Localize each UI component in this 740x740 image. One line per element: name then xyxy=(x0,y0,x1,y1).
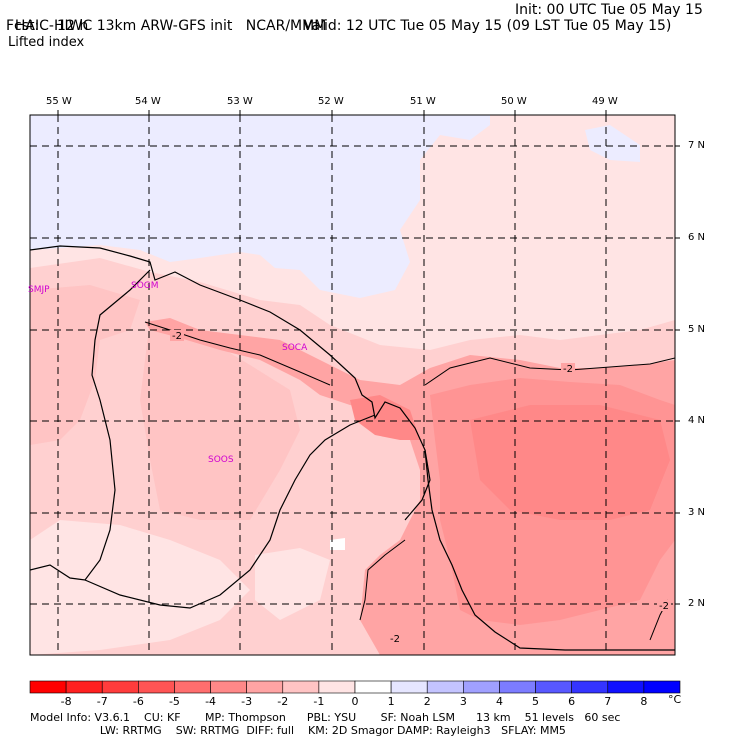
lat-label-6n: 6 N xyxy=(688,232,706,243)
contour-minus2-east xyxy=(424,357,675,386)
shaded-field xyxy=(30,115,675,655)
valid-time: Valid: 12 UTC Tue 05 May 15 (09 LST Tue … xyxy=(303,18,672,34)
shade-minus1-inland xyxy=(140,320,300,520)
colorbar-level-label: 6 xyxy=(568,695,576,708)
colorbar-unit: °C xyxy=(668,693,682,706)
shade-zero-south2 xyxy=(255,548,330,620)
init-time: Init: 00 UTC Tue 05 May 15 xyxy=(515,2,703,18)
colorbar-level-label: 4 xyxy=(495,695,503,708)
colorbar-level-label: -4 xyxy=(205,695,217,708)
contour-label-2: -2 xyxy=(563,364,573,375)
colorbar-swatch xyxy=(65,680,103,694)
station-sogm: SOGM xyxy=(131,281,159,291)
colorbar-swatch xyxy=(318,680,356,694)
colorbar-swatch xyxy=(390,680,428,694)
shade-zero-south xyxy=(30,520,250,655)
shade-white-spot xyxy=(330,538,345,550)
colorbar-swatch xyxy=(138,680,175,694)
colorbar-swatch xyxy=(29,680,67,694)
colorbar-swatch xyxy=(354,680,392,694)
colorbar-level-label: 0 xyxy=(351,695,359,708)
colorbar-level-label: -6 xyxy=(132,695,144,708)
lat-label-4n: 4 N xyxy=(688,415,706,426)
forecast-hour: Fcst: 12 h xyxy=(6,18,89,34)
colorbar-swatch xyxy=(174,680,211,694)
colorbar-swatch xyxy=(571,680,609,694)
lat-label-5n: 5 N xyxy=(688,324,706,335)
contour-label-3: -2 xyxy=(390,634,400,645)
lon-label-52w: 52 W xyxy=(318,96,344,107)
border-guyana-suriname xyxy=(30,269,151,581)
field-name: Lifted index xyxy=(8,35,85,50)
colorbar-swatch xyxy=(101,680,139,694)
colorbar-level-label: 3 xyxy=(459,695,467,708)
model-info-line2: LW: RRTMG SW: RRTMG DIFF: full KM: 2D Sm… xyxy=(30,724,566,737)
shade-positive xyxy=(30,115,490,298)
colorbar-level-label: 2 xyxy=(423,695,431,708)
model-title: HAIC-HIWC 13km ARW-GFS init NCAR/MMM xyxy=(14,18,327,34)
shade-minus3-coast xyxy=(350,395,420,440)
colorbar-level-label: -8 xyxy=(60,695,72,708)
border-guiana-brazil xyxy=(404,449,431,521)
map-frame xyxy=(29,114,676,656)
colorbar-level-label: 7 xyxy=(604,695,612,708)
shade-minus3-core xyxy=(470,405,670,520)
colorbar-swatch xyxy=(607,680,645,694)
station-soca: SOCA xyxy=(282,343,308,353)
contour-label-1: -2 xyxy=(172,331,182,342)
colorbar-level-label: 8 xyxy=(640,695,648,708)
contour-label-4: -2 xyxy=(659,601,669,612)
colorbar-swatch xyxy=(282,680,320,694)
border-suriname-guiana xyxy=(84,414,376,609)
station-smjp: SMJP xyxy=(28,285,50,295)
colorbar-level-label: -3 xyxy=(241,695,253,708)
lon-label-54w: 54 W xyxy=(135,96,161,107)
colorbar xyxy=(29,680,681,694)
coastline xyxy=(30,245,675,651)
lat-label-2n: 2 N xyxy=(688,598,706,609)
colorbar-swatch xyxy=(643,680,681,694)
colorbar-level-label: -1 xyxy=(313,695,325,708)
colorbar-level-label: -7 xyxy=(96,695,108,708)
colorbar-level-label: -2 xyxy=(277,695,289,708)
lon-label-55w: 55 W xyxy=(46,96,72,107)
lat-label-3n: 3 N xyxy=(688,507,706,518)
colorbar-level-label: 5 xyxy=(532,695,540,708)
colorbar-swatch xyxy=(463,680,500,694)
lon-label-51w: 51 W xyxy=(410,96,436,107)
colorbar-swatch xyxy=(246,680,284,694)
lon-label-53w: 53 W xyxy=(227,96,253,107)
tick-marks xyxy=(57,110,680,605)
lat-lon-grid xyxy=(30,115,675,655)
colorbar-level-label: -5 xyxy=(168,695,180,708)
colorbar-swatch xyxy=(535,680,572,694)
colorbar-swatch xyxy=(426,680,464,694)
lat-label-7n: 7 N xyxy=(688,140,706,151)
lon-label-50w: 50 W xyxy=(501,96,527,107)
colorbar-level-label: 1 xyxy=(387,695,395,708)
model-info-line1: Model Info: V3.6.1 CU: KF MP: Thompson P… xyxy=(30,711,621,724)
shade-positive-east xyxy=(585,125,640,162)
colorbar-swatch xyxy=(210,680,247,694)
station-soos: SOOS xyxy=(208,455,234,465)
contour-minus2-south xyxy=(359,539,406,621)
colorbar-swatch xyxy=(499,680,536,694)
lon-label-49w: 49 W xyxy=(592,96,618,107)
political-boundaries xyxy=(30,245,675,651)
